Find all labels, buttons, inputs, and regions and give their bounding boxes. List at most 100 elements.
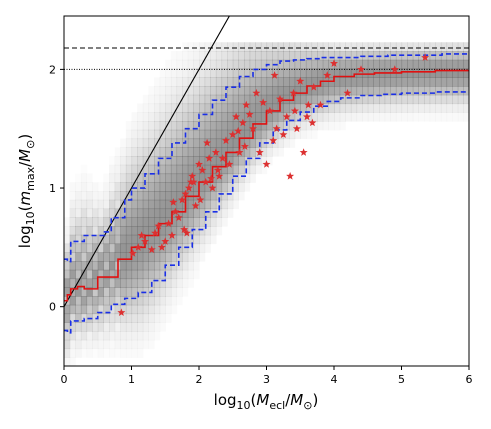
density-cell [80,226,88,236]
density-cell [283,94,290,105]
density-cell [125,226,133,236]
density-cell [300,121,307,131]
density-cell [69,217,76,227]
star-marker [234,126,243,135]
density-cell [114,234,121,245]
density-cell [260,86,268,96]
density-cell [115,349,121,358]
density-cell [356,59,363,70]
density-cell [137,138,144,148]
density-cell [142,173,149,183]
density-cell [215,226,223,236]
density-cell [193,147,200,157]
density-cell [390,103,397,113]
density-cell [170,252,178,262]
density-cell [232,42,239,52]
density-cell [277,51,284,61]
density-cell [350,86,358,96]
density-cell [97,339,104,350]
star-marker [134,243,143,251]
y-label-prefix: log [16,225,34,248]
density-cell [176,287,183,297]
density-cell [92,234,99,245]
density-cell [170,296,178,306]
density-cell [131,269,138,280]
density-cell [260,77,268,87]
density-cell [159,296,166,306]
median-line [64,69,469,302]
density-cell [187,217,194,227]
density-cell [440,77,448,87]
density-cell [283,59,290,70]
density-cell [103,269,110,280]
density-cell [120,313,127,323]
density-cell [154,199,161,210]
density-cell [86,287,93,297]
density-cell [75,174,81,183]
density-cell [109,243,116,253]
density-cell [384,86,391,96]
star-marker [154,221,163,230]
density-cell [446,103,453,113]
density-cell [435,59,442,70]
density-cell [187,94,194,105]
density-cell [328,121,335,131]
star-marker [265,106,274,115]
density-cell [154,322,161,332]
identity-line [64,16,231,307]
density-cell [170,138,178,148]
density-cell [176,147,183,157]
x-tick-label: 3 [263,373,270,386]
density-cell [379,59,386,70]
density-cell [159,121,166,131]
density-cell [384,103,391,113]
density-cell [379,112,386,122]
density-cell [227,112,234,122]
x-label-slash: / [285,391,291,409]
density-cell [176,173,183,183]
density-cell [395,112,403,122]
density-cell [244,182,251,192]
density-cell [154,147,161,157]
density-cell [97,191,104,201]
density-cell [131,322,138,332]
density-cell [384,42,391,52]
density-cell [238,112,245,122]
density-cell [69,313,76,323]
density-cell [69,348,76,358]
density-cell [232,77,239,87]
density-cell [232,191,239,201]
star-marker [390,65,399,73]
density-cell [114,331,121,341]
star-marker [184,183,193,192]
density-cell [170,164,178,175]
density-cell [159,278,166,288]
density-cell [187,112,194,122]
density-cell [176,121,183,131]
density-cell [109,331,116,341]
density-cell [322,86,329,96]
density-cell [131,217,138,227]
star-marker [272,124,281,133]
density-cell [457,59,464,70]
density-cell [255,129,262,140]
density-cell [305,94,313,105]
density-cell [221,42,228,52]
density-cell [345,68,352,78]
star-marker [180,225,189,233]
density-cell [182,269,189,280]
density-cell [452,68,459,78]
density-cell [215,191,223,201]
density-cell [367,94,374,105]
density-cell [401,86,408,96]
density-cell [244,59,251,70]
density-cell [199,182,206,192]
density-cell [80,331,88,341]
density-cell [277,112,284,122]
density-cell [114,287,121,297]
density-cell [159,164,166,175]
density-cell [114,199,121,210]
density-cell [362,103,369,113]
density-cell [193,243,200,253]
